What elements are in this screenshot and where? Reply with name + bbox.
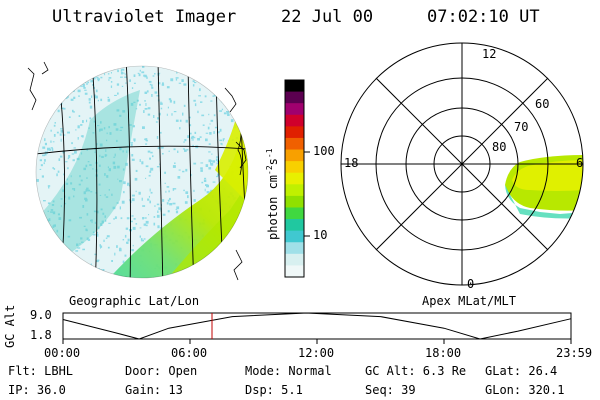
- dsp-info: Dsp: 5.1: [245, 383, 303, 397]
- coastline: [27, 61, 247, 281]
- time-tick-1200: 12:00: [298, 346, 335, 360]
- mlat-70-label: 70: [514, 120, 529, 134]
- color-bar-segment: [285, 207, 304, 220]
- gain-info: Gain: 13: [125, 383, 183, 397]
- mlt-12-label: 12: [482, 47, 497, 61]
- mode-info: Mode: Normal: [245, 364, 332, 378]
- instrument-title: Ultraviolet Imager: [52, 7, 237, 27]
- colorbar-tick-10: 10: [313, 228, 328, 242]
- color-bar-frame: [284, 79, 305, 278]
- color-bar-segment: [285, 103, 304, 116]
- color-bar: [285, 80, 304, 278]
- color-bar-ticks: [304, 151, 310, 237]
- altitude-ymax: 9.0: [30, 308, 52, 322]
- gc-alt-info: GC Alt: 6.3 Re: [365, 364, 467, 378]
- door-info: Door: Open: [125, 364, 198, 378]
- color-bar-segment: [285, 253, 304, 267]
- color-bar-segment: [285, 230, 304, 243]
- time-label: 07:02:10 UT: [427, 7, 540, 27]
- color-bar-segment: [285, 265, 304, 278]
- altitude-ymin: 1.8: [30, 328, 52, 342]
- color-bar-segment: [285, 114, 304, 127]
- altitude-strip: [62, 312, 572, 344]
- color-bar-segment: [285, 242, 304, 255]
- colorbar-unit-label: photon cm-2s-1: [265, 148, 280, 240]
- mlt-18-label: 18: [344, 156, 359, 170]
- color-bar-segment: [285, 195, 304, 209]
- seq-info: Seq: 39: [365, 383, 416, 397]
- time-tick-2359: 23:59: [556, 346, 593, 360]
- orbit-altitude-line: [62, 312, 571, 340]
- color-bar-segment: [285, 137, 304, 151]
- polar-plot: [340, 42, 584, 286]
- apex-caption: Apex MLat/MLT: [422, 294, 516, 308]
- geographic-globe: [27, 61, 249, 281]
- altitude-frame: [62, 312, 572, 340]
- mlat-60-label: 60: [535, 97, 550, 111]
- mlt-6-label: 6: [576, 156, 584, 170]
- polar-grid: [340, 42, 584, 286]
- mlt-0-label: 0: [467, 277, 475, 291]
- color-bar-segment: [285, 219, 304, 232]
- color-bar-segment: [285, 91, 304, 104]
- time-tick-0600: 06:00: [171, 346, 208, 360]
- globe-image: [36, 66, 248, 278]
- color-bar-segment: [285, 126, 304, 139]
- color-bar-segment: [285, 184, 304, 197]
- filter-info: Flt: LBHL: [8, 364, 74, 378]
- mlat-80-label: 80: [492, 140, 507, 154]
- time-tick-0000: 00:00: [44, 346, 81, 360]
- color-bar-segment: [285, 161, 304, 174]
- ip-info: IP: 36.0: [8, 383, 66, 397]
- color-bar-segment: [285, 80, 304, 93]
- color-bar-segment: [285, 149, 304, 162]
- date-label: 22 Jul 00: [281, 7, 374, 27]
- glat-info: GLat: 26.4: [485, 364, 558, 378]
- color-bar-segment: [285, 172, 304, 185]
- geographic-caption: Geographic Lat/Lon: [69, 294, 200, 308]
- altitude-ylabel: GC Alt: [3, 304, 17, 348]
- time-tick-1800: 18:00: [425, 346, 462, 360]
- altitude-ticks: [62, 339, 572, 344]
- glon-info: GLon: 320.1: [485, 383, 565, 397]
- colorbar-tick-100: 100: [313, 144, 335, 158]
